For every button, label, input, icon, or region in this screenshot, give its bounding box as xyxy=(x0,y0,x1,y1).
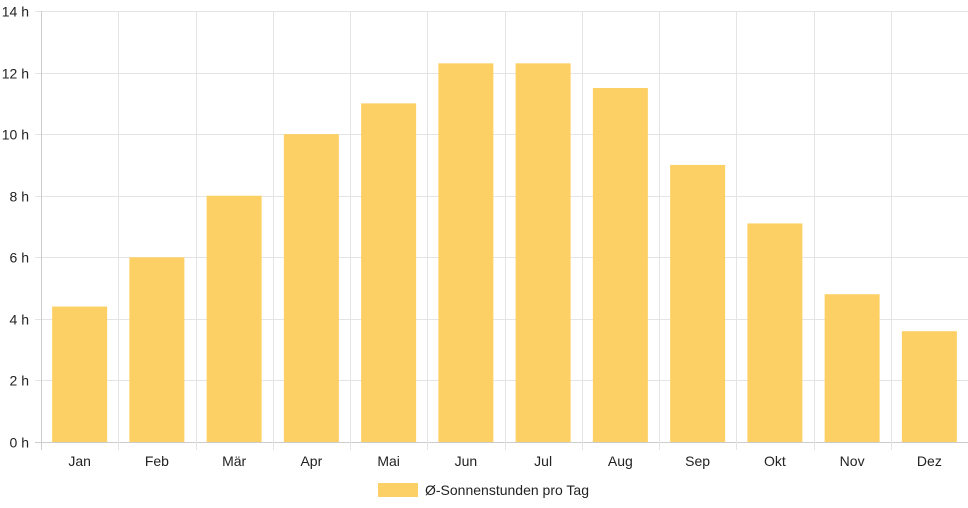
legend[interactable]: Ø-Sonnenstunden pro Tag xyxy=(378,482,589,498)
x-tick-label: Mai xyxy=(377,453,400,469)
bar[interactable] xyxy=(824,294,880,442)
bar[interactable] xyxy=(515,63,571,442)
y-tick-label: 8 h xyxy=(10,189,29,205)
bar[interactable] xyxy=(592,87,648,442)
y-tick-label: 14 h xyxy=(2,4,29,20)
legend-label[interactable]: Ø-Sonnenstunden pro Tag xyxy=(425,482,589,498)
x-tick-label: Apr xyxy=(300,453,322,469)
x-tick-label: Okt xyxy=(764,453,786,469)
y-tick-label: 0 h xyxy=(10,435,29,451)
y-tick-label: 6 h xyxy=(10,250,29,266)
bar[interactable] xyxy=(52,306,108,442)
grid-lines xyxy=(35,11,968,450)
y-tick-label: 2 h xyxy=(10,373,29,389)
x-tick-label: Jan xyxy=(68,453,91,469)
x-tick-label: Nov xyxy=(840,453,865,469)
x-tick-label: Aug xyxy=(608,453,633,469)
bar[interactable] xyxy=(747,223,803,442)
bars-group xyxy=(52,63,957,442)
bar[interactable] xyxy=(438,63,494,442)
y-tick-label: 10 h xyxy=(2,127,29,143)
x-tick-label: Sep xyxy=(685,453,710,469)
x-tick-label: Feb xyxy=(145,453,169,469)
bar[interactable] xyxy=(361,103,417,442)
x-tick-label: Jul xyxy=(534,453,552,469)
y-axis: 0 h 2 h 4 h 6 h 8 h 10 h 12 h 14 h xyxy=(2,4,29,451)
y-tick-label: 4 h xyxy=(10,312,29,328)
bar[interactable] xyxy=(670,164,726,442)
bar[interactable] xyxy=(901,331,957,442)
x-tick-label: Dez xyxy=(917,453,942,469)
bar[interactable] xyxy=(129,257,185,442)
bar[interactable] xyxy=(206,195,262,442)
x-axis: Jan Feb Mär Apr Mai Jun Jul Aug Sep Okt Nov Dez xyxy=(68,453,941,469)
y-tick-label: 12 h xyxy=(2,66,29,82)
legend-swatch[interactable] xyxy=(378,483,418,497)
x-tick-label: Mär xyxy=(222,453,246,469)
bar[interactable] xyxy=(283,134,339,442)
x-tick-label: Jun xyxy=(455,453,478,469)
